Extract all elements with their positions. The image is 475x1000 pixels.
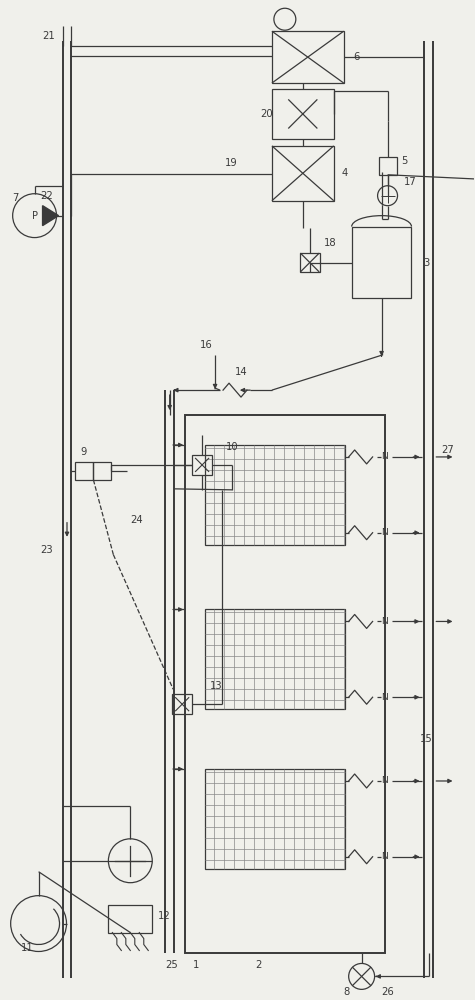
Text: 11: 11 bbox=[20, 943, 33, 953]
Text: 7: 7 bbox=[13, 193, 19, 203]
Text: N: N bbox=[381, 693, 388, 702]
Text: 26: 26 bbox=[381, 987, 394, 997]
Bar bbox=[272, 89, 334, 139]
Bar bbox=[94, 462, 111, 480]
Text: 4: 4 bbox=[342, 168, 348, 178]
Text: 12: 12 bbox=[158, 911, 171, 921]
Text: 8: 8 bbox=[344, 987, 350, 997]
Bar bbox=[76, 462, 94, 480]
Bar bbox=[272, 31, 344, 83]
Bar bbox=[300, 253, 320, 272]
Text: 24: 24 bbox=[130, 515, 143, 525]
Text: 2: 2 bbox=[255, 960, 261, 970]
Bar bbox=[205, 445, 345, 545]
Bar bbox=[205, 769, 345, 869]
Text: N: N bbox=[381, 852, 388, 861]
Text: 18: 18 bbox=[324, 238, 336, 248]
Text: 17: 17 bbox=[404, 177, 416, 187]
Bar bbox=[205, 609, 345, 709]
Text: N: N bbox=[381, 617, 388, 626]
Text: 9: 9 bbox=[80, 447, 87, 457]
Bar bbox=[172, 694, 192, 714]
Text: 1: 1 bbox=[193, 960, 200, 970]
Text: 16: 16 bbox=[200, 340, 213, 350]
Bar bbox=[352, 227, 411, 298]
Text: 25: 25 bbox=[165, 960, 178, 970]
Text: 13: 13 bbox=[210, 681, 223, 691]
Text: 15: 15 bbox=[419, 734, 432, 744]
Text: N: N bbox=[381, 528, 388, 537]
Text: 23: 23 bbox=[40, 545, 53, 555]
Text: 6: 6 bbox=[354, 52, 360, 62]
Bar bbox=[192, 455, 212, 475]
Polygon shape bbox=[43, 206, 58, 226]
Text: N: N bbox=[381, 452, 388, 461]
Bar bbox=[108, 905, 152, 933]
Bar bbox=[379, 157, 397, 175]
Text: 27: 27 bbox=[441, 445, 454, 455]
Text: 20: 20 bbox=[260, 109, 273, 119]
Text: 10: 10 bbox=[226, 442, 238, 452]
Bar bbox=[272, 146, 334, 201]
Text: P: P bbox=[32, 211, 38, 221]
Text: 22: 22 bbox=[40, 191, 53, 201]
Text: 3: 3 bbox=[423, 258, 430, 268]
Text: N: N bbox=[381, 776, 388, 785]
Text: 14: 14 bbox=[235, 367, 247, 377]
Bar bbox=[185, 415, 385, 953]
Text: 5: 5 bbox=[401, 156, 408, 166]
Text: 19: 19 bbox=[225, 158, 238, 168]
Text: 21: 21 bbox=[43, 31, 55, 41]
